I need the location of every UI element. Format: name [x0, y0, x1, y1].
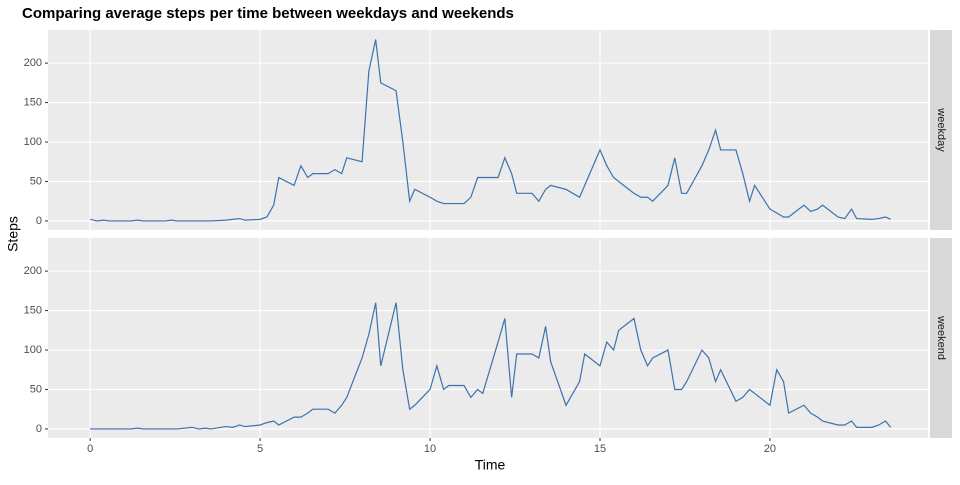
strip-label: weekday: [935, 107, 947, 152]
x-tick-label: 0: [87, 443, 93, 455]
x-axis-label: Time: [475, 457, 506, 473]
series-line: [90, 302, 892, 430]
panel-background: [48, 238, 928, 438]
panel-background: [48, 30, 928, 230]
y-tick-label: 150: [24, 304, 42, 316]
series-line: [90, 39, 891, 222]
y-tick-label: 100: [24, 136, 42, 148]
y-tick-label: 150: [24, 96, 42, 108]
chart-title: Comparing average steps per time between…: [22, 5, 514, 22]
y-tick-label: 100: [24, 344, 42, 356]
x-tick-label: 20: [764, 443, 776, 455]
y-tick-label: 50: [30, 175, 42, 187]
x-tick-label: 10: [424, 443, 436, 455]
y-tick-label: 0: [36, 215, 42, 227]
y-axis-label: Steps: [5, 216, 21, 252]
strip: [930, 30, 952, 230]
x-tick-label: 5: [257, 443, 263, 455]
y-tick-label: 0: [36, 423, 42, 435]
strip-label: weekend: [935, 315, 947, 360]
x-tick-label: 15: [594, 443, 606, 455]
strip: [930, 238, 952, 438]
y-tick-label: 200: [24, 265, 42, 277]
y-tick-label: 50: [30, 383, 42, 395]
y-tick-label: 200: [24, 57, 42, 69]
